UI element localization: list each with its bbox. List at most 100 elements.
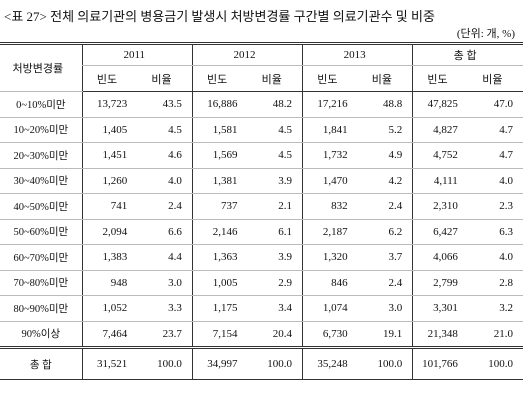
table-cell: 4,066	[412, 244, 468, 271]
subheader-cell: 빈도	[412, 65, 468, 92]
table-cell: 6,427	[412, 219, 468, 245]
row-label: 20~30%미만	[0, 142, 83, 169]
table-cell: 4.9	[357, 142, 413, 169]
subheader-cell: 빈도	[191, 65, 248, 92]
data-table: 처방변경률 2011 2012 2013 총 합 빈도 비율 빈도 비율 빈도 비율 빈도 비율 0~1…	[0, 42, 523, 380]
table-cell: 31,521	[81, 346, 138, 380]
table-cell: 2.8	[467, 270, 523, 296]
table-cell: 3.0	[357, 295, 413, 322]
table-cell: 2.4	[357, 270, 413, 296]
row-label: 80~90%미만	[0, 295, 83, 322]
table-cell: 34,997	[191, 346, 248, 380]
table-cell: 47,825	[412, 91, 468, 118]
row-label: 50~60%미만	[0, 219, 83, 245]
table-cell: 832	[302, 193, 358, 220]
table-cell: 1,175	[191, 295, 248, 322]
table-cell: 1,405	[81, 117, 138, 143]
table-cell: 2,187	[302, 219, 358, 245]
table-cell: 4,111	[412, 168, 468, 194]
table-cell: 1,052	[81, 295, 138, 322]
table-row: 30~40%미만 1,260 4.0 1,381 3.9 1,470 4.2 4,111 4.0	[0, 168, 523, 194]
table-cell: 6,730	[302, 321, 358, 348]
table-cell: 100.0	[467, 346, 523, 380]
row-label: 90%이상	[0, 321, 83, 348]
table-cell: 100.0	[357, 346, 413, 380]
table-row: 40~50%미만 741 2.4 737 2.1 832 2.4 2,310 2.3	[0, 193, 523, 220]
table-cell: 6.2	[357, 219, 413, 245]
table-cell: 4.0	[467, 168, 523, 194]
header-cell: 2012	[191, 42, 303, 66]
table-cell: 2.3	[467, 193, 523, 220]
table-cell: 2.4	[357, 193, 413, 220]
table-row: 총 합 31,521 100.0 34,997 100.0 35,248 100.0 101,…	[0, 346, 523, 380]
table-row: 50~60%미만 2,094 6.6 2,146 6.1 2,187 6.2 6,427 6.3	[0, 219, 523, 245]
table-cell: 3,301	[412, 295, 468, 322]
table-cell: 43.5	[137, 91, 193, 118]
table-cell: 48.8	[357, 91, 413, 118]
table-cell: 741	[81, 193, 138, 220]
table-row: 10~20%미만 1,405 4.5 1,581 4.5 1,841 5.2 4,827 4.7	[0, 117, 523, 143]
table-cell: 4.0	[137, 168, 193, 194]
table-row: 20~30%미만 1,451 4.6 1,569 4.5 1,732 4.9 4,752 4.7	[0, 142, 523, 169]
table-cell: 4.0	[467, 244, 523, 271]
unit-note: (단위: 개, %)	[456, 28, 515, 40]
table-cell: 3.9	[247, 244, 303, 271]
subheader-cell: 빈도	[81, 65, 138, 92]
table-cell: 47.0	[467, 91, 523, 118]
table-cell: 948	[81, 270, 138, 296]
table-cell: 737	[191, 193, 248, 220]
subheader-cell: 비율	[467, 65, 523, 92]
table-cell: 3.9	[247, 168, 303, 194]
table-cell: 3.4	[247, 295, 303, 322]
table-cell: 6.6	[137, 219, 193, 245]
row-label: 0~10%미만	[0, 91, 83, 118]
table-cell: 13,723	[81, 91, 138, 118]
table-cell: 2,146	[191, 219, 248, 245]
table-cell: 2,799	[412, 270, 468, 296]
table-cell: 846	[302, 270, 358, 296]
table-row: 80~90%미만 1,052 3.3 1,175 3.4 1,074 3.0 3,301 3.2	[0, 295, 523, 322]
row-label: 70~80%미만	[0, 270, 83, 296]
table-cell: 1,841	[302, 117, 358, 143]
table-cell: 19.1	[357, 321, 413, 348]
table-cell: 4.4	[137, 244, 193, 271]
table-cell: 5.2	[357, 117, 413, 143]
table-cell: 4.5	[137, 117, 193, 143]
table-cell: 4.2	[357, 168, 413, 194]
table-cell: 20.4	[247, 321, 303, 348]
table-cell: 2,094	[81, 219, 138, 245]
table-cell: 17,216	[302, 91, 358, 118]
table-row: 90%이상 7,464 23.7 7,154 20.4 6,730 19.1 21,348 21…	[0, 321, 523, 348]
table-cell: 1,451	[81, 142, 138, 169]
table-cell: 6.1	[247, 219, 303, 245]
table-cell: 4.7	[467, 117, 523, 143]
subheader-cell: 비율	[247, 65, 303, 92]
table-title: <표 27> 전체 의료기관의 병용금기 발생시 처방변경률 구간별 의료기관수…	[4, 9, 435, 24]
subheader-cell: 비율	[137, 65, 193, 92]
row-label: 60~70%미만	[0, 244, 83, 271]
row-label: 30~40%미만	[0, 168, 83, 194]
table-cell: 100.0	[137, 346, 193, 380]
header-cell: 총 합	[412, 42, 523, 66]
table-cell: 3.7	[357, 244, 413, 271]
table-cell: 21.0	[467, 321, 523, 348]
table-cell: 21,348	[412, 321, 468, 348]
table-cell: 1,732	[302, 142, 358, 169]
table-cell: 2.9	[247, 270, 303, 296]
table-cell: 1,381	[191, 168, 248, 194]
table-cell: 1,383	[81, 244, 138, 271]
row-label: 10~20%미만	[0, 117, 83, 143]
table-cell: 23.7	[137, 321, 193, 348]
table-cell: 1,470	[302, 168, 358, 194]
header-cell: 2013	[302, 42, 413, 66]
table-cell: 2.1	[247, 193, 303, 220]
table-cell: 7,464	[81, 321, 138, 348]
table-row: 0~10%미만 13,723 43.5 16,886 48.2 17,216 48.8 47,…	[0, 91, 523, 118]
table-cell: 3.3	[137, 295, 193, 322]
header-cell: 처방변경률	[0, 42, 83, 92]
table-cell: 1,320	[302, 244, 358, 271]
table-cell: 48.2	[247, 91, 303, 118]
subheader-cell: 비율	[357, 65, 413, 92]
table-cell: 101,766	[412, 346, 468, 380]
